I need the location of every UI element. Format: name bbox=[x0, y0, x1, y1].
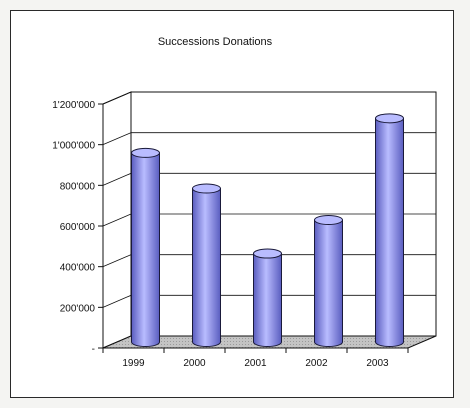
y-tick-label: 1'200'000 bbox=[52, 100, 95, 111]
y-tick-label: 1'000'000 bbox=[52, 141, 95, 152]
bar-2001 bbox=[253, 248, 282, 347]
bar-top bbox=[192, 183, 221, 194]
bars bbox=[131, 113, 404, 347]
bar-top bbox=[375, 113, 404, 124]
bar-body bbox=[314, 219, 343, 347]
y-tick-label: 800'000 bbox=[60, 181, 96, 192]
y-tick-label: - bbox=[92, 344, 95, 355]
bar-1999 bbox=[131, 147, 160, 347]
bar-2003 bbox=[375, 113, 404, 347]
gridline bbox=[102, 91, 436, 105]
y-tick-label: 600'000 bbox=[60, 222, 96, 233]
bar-2002 bbox=[314, 215, 343, 347]
bar-top bbox=[131, 147, 160, 158]
bar-body bbox=[253, 253, 282, 347]
x-tick-label: 2000 bbox=[183, 358, 206, 369]
x-tick-label: 2002 bbox=[305, 358, 328, 369]
y-tick-label: 200'000 bbox=[60, 303, 96, 314]
chart-title: Successions Donations bbox=[158, 36, 273, 48]
bar-top bbox=[314, 215, 343, 225]
x-axis-ticks: 1999 2000 2001 2002 2003 bbox=[102, 347, 409, 369]
gridline bbox=[102, 132, 436, 146]
bar-top bbox=[253, 248, 282, 259]
bar-chart: Successions Donations - 200'000 400'000 600… bbox=[52, 36, 437, 369]
x-tick-label: 2001 bbox=[244, 358, 267, 369]
bar-body bbox=[131, 152, 160, 347]
bar-2000 bbox=[192, 183, 221, 347]
x-tick-label: 1999 bbox=[122, 358, 145, 369]
bar-body bbox=[192, 187, 221, 347]
bar-body bbox=[375, 117, 404, 347]
y-tick-label: 400'000 bbox=[60, 263, 96, 274]
x-tick-label: 2003 bbox=[366, 358, 389, 369]
chart-frame: Successions Donations - 200'000 400'000 600… bbox=[10, 10, 454, 398]
y-axis-ticks: - 200'000 400'000 600'000 800'000 1'000'000 1'… bbox=[52, 100, 103, 355]
